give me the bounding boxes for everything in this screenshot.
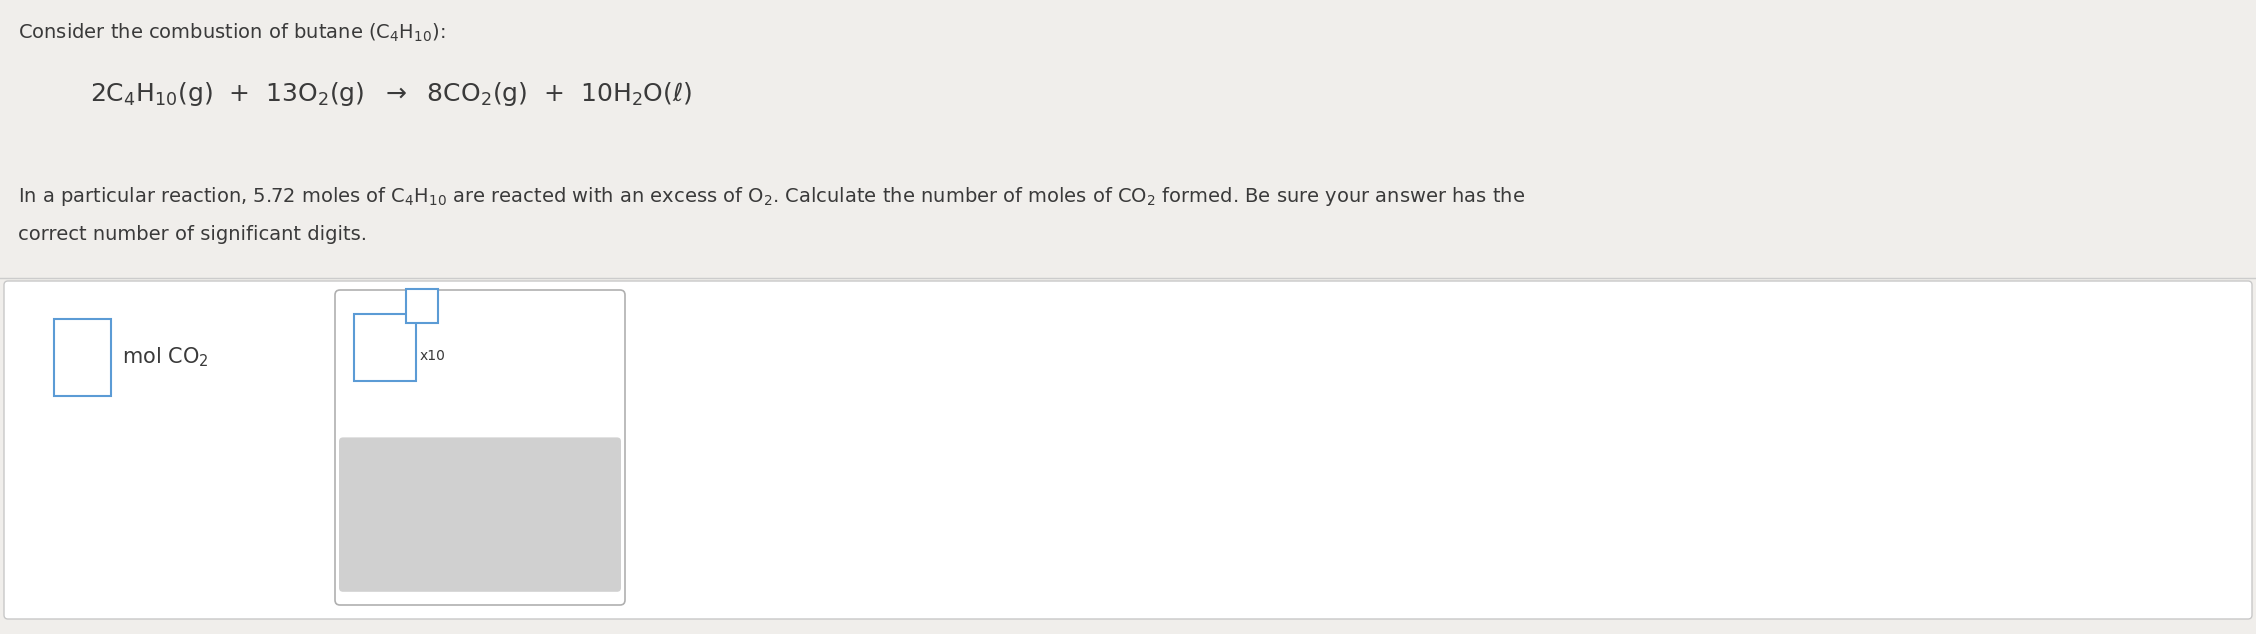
Text: 2C$_4$H$_{10}$(g)  +  13O$_2$(g)  $\rightarrow$  8CO$_2$(g)  +  10H$_2$O($\ell$): 2C$_4$H$_{10}$(g) + 13O$_2$(g) $\rightar…: [90, 80, 693, 108]
Text: In a particular reaction, 5.72 moles of C$_4$H$_{10}$ are reacted with an excess: In a particular reaction, 5.72 moles of …: [18, 185, 1525, 208]
Text: mol CO$_2$: mol CO$_2$: [122, 346, 208, 369]
Text: ↺: ↺: [526, 503, 546, 527]
Text: correct number of significant digits.: correct number of significant digits.: [18, 225, 368, 244]
FancyBboxPatch shape: [334, 290, 625, 605]
FancyBboxPatch shape: [338, 437, 620, 592]
FancyBboxPatch shape: [354, 314, 415, 381]
FancyBboxPatch shape: [54, 319, 111, 396]
FancyBboxPatch shape: [5, 281, 2251, 619]
FancyBboxPatch shape: [406, 289, 438, 323]
Text: X: X: [417, 505, 431, 524]
Text: x10: x10: [420, 349, 447, 363]
Text: Consider the combustion of butane (C$_4$H$_{10}$):: Consider the combustion of butane (C$_4$…: [18, 22, 444, 44]
